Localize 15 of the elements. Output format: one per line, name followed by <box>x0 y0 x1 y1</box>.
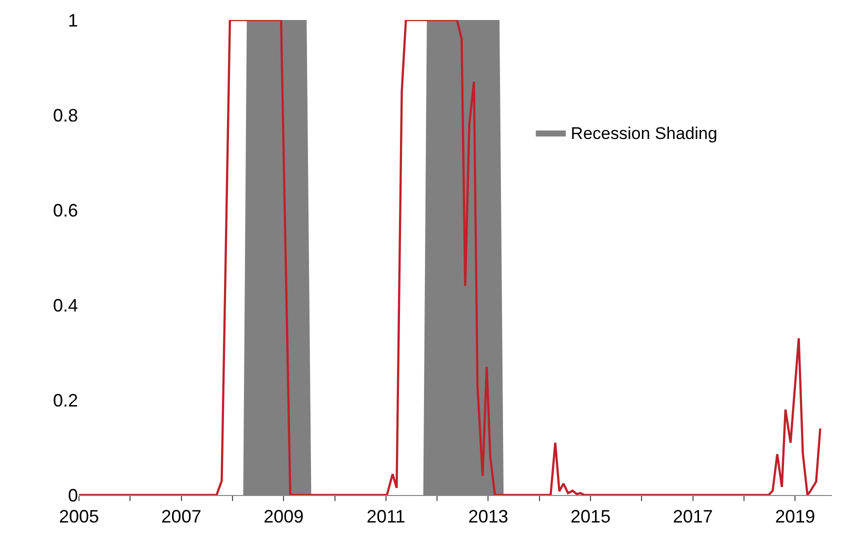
x-tick-label: 2005 <box>58 506 100 527</box>
x-tick-label: 2007 <box>161 506 202 527</box>
x-tick-label: 2019 <box>775 506 816 527</box>
x-tick-label: 2011 <box>366 506 406 527</box>
legend-label: Recession Shading <box>570 124 718 144</box>
x-tick-label: 2013 <box>468 506 508 527</box>
y-tick-label: 0.6 <box>52 200 78 220</box>
x-tick-label: 2015 <box>570 506 611 527</box>
y-tick-label: 0.8 <box>52 105 78 126</box>
y-tick-label: 0.4 <box>52 295 78 316</box>
y-tick-label: 0 <box>68 485 78 506</box>
x-tick-label: 2009 <box>264 506 304 527</box>
y-tick-label: 1 <box>68 10 78 30</box>
x-tick-label: 2017 <box>672 506 713 527</box>
y-tick-label: 0.2 <box>52 390 78 410</box>
